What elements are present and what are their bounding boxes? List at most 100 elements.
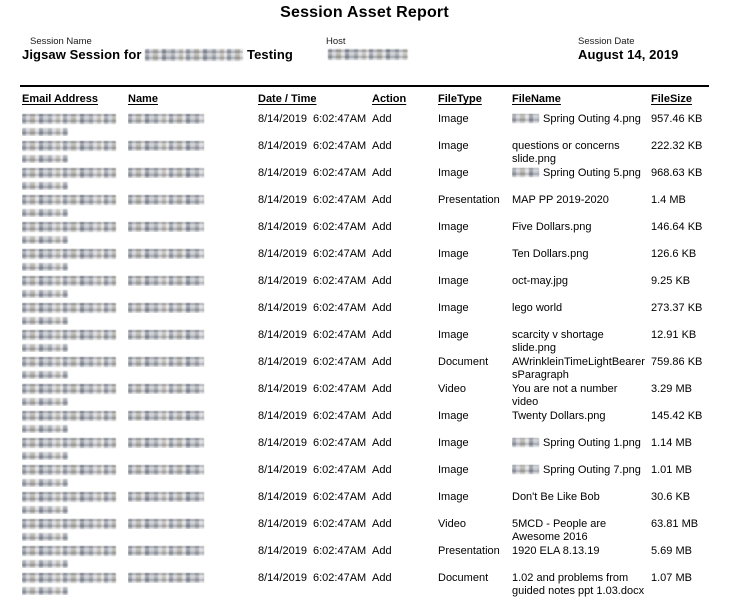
filesize-cell: 1.14 MB <box>651 437 692 449</box>
email-redacted-blur-line1 <box>22 141 116 151</box>
filetype-cell: Image <box>438 464 469 476</box>
filetype-cell: Image <box>438 275 469 287</box>
col-header-name: Name <box>128 93 158 105</box>
email-redacted-blur-line2 <box>22 290 68 298</box>
filesize-cell: 1.01 MB <box>651 464 692 476</box>
datetime-cell: 8/14/2019 6:02:47AM <box>258 221 372 234</box>
datetime-cell: 8/14/2019 6:02:47AM <box>258 140 372 153</box>
filename-cell: Spring Outing 5.png <box>512 167 651 180</box>
time-value: 6:02:47AM <box>313 356 367 368</box>
filename-text: Spring Outing 5.png <box>543 167 641 179</box>
email-cell <box>22 302 128 325</box>
time-value: 6:02:47AM <box>313 167 367 179</box>
filesize-cell: 9.25 KB <box>651 275 691 287</box>
email-redacted-blur-line2 <box>22 587 68 595</box>
email-redacted-blur-line1 <box>22 249 116 259</box>
email-redacted-blur-line1 <box>22 465 116 475</box>
date-value: 8/14/2019 <box>258 275 307 287</box>
filename-text: 5MCD - People are Awesome 2016 <box>512 518 607 543</box>
email-redacted-blur-line2 <box>22 182 68 190</box>
datetime-cell: 8/14/2019 6:02:47AM <box>258 275 372 288</box>
time-value: 6:02:47AM <box>313 275 367 287</box>
filesize-cell: 30.6 KB <box>651 491 691 503</box>
email-cell <box>22 464 128 487</box>
action-cell: Add <box>372 329 392 341</box>
filetype-cell: Image <box>438 113 469 125</box>
email-redacted-blur-line1 <box>22 222 116 232</box>
email-redacted-blur-line1 <box>22 330 116 340</box>
email-cell <box>22 329 128 352</box>
name-redacted-blur <box>128 438 204 448</box>
filename-text: questions or concerns slide.png <box>512 140 620 165</box>
table-row: 8/14/2019 6:02:47AM Add Image lego world … <box>22 301 719 328</box>
time-value: 6:02:47AM <box>313 302 367 314</box>
filesize-cell: 63.81 MB <box>651 518 699 530</box>
email-redacted-blur-line2 <box>22 236 68 244</box>
filename-cell: 1.02 and problems from guided notes ppt … <box>512 572 651 598</box>
action-cell: Add <box>372 491 392 503</box>
email-redacted-blur-line2 <box>22 560 68 568</box>
name-cell <box>128 113 258 124</box>
email-cell <box>22 221 128 244</box>
email-redacted-blur-line1 <box>22 276 116 286</box>
filetype-cell: Image <box>438 167 469 179</box>
name-redacted-blur <box>128 141 204 151</box>
name-redacted-blur <box>128 249 204 259</box>
date-value: 8/14/2019 <box>258 410 307 422</box>
email-cell <box>22 356 128 379</box>
email-cell <box>22 248 128 271</box>
datetime-cell: 8/14/2019 6:02:47AM <box>258 410 372 423</box>
filename-cell: questions or concerns slide.png <box>512 140 651 166</box>
host-redacted-blur <box>328 49 408 60</box>
email-cell <box>22 275 128 298</box>
time-value: 6:02:47AM <box>313 437 367 449</box>
table-row: 8/14/2019 6:02:47AM Add Image Spring Outi… <box>22 166 719 193</box>
email-redacted-blur-line2 <box>22 398 68 406</box>
col-header-filename: FileName <box>512 93 561 105</box>
filename-text: AWrinkleinTimeLightBearersParagraph <box>512 356 645 381</box>
filename-text: Spring Outing 7.png <box>543 464 641 476</box>
name-redacted-blur <box>128 222 204 232</box>
session-info: Session Name Jigsaw Session for Testing … <box>0 24 729 85</box>
table-row: 8/14/2019 6:02:47AM Add Video 5MCD - Peop… <box>22 517 719 544</box>
filetype-cell: Image <box>438 491 469 503</box>
email-redacted-blur-line1 <box>22 573 116 583</box>
time-value: 6:02:47AM <box>313 545 367 557</box>
filename-cell: oct-may.jpg <box>512 275 651 288</box>
session-date-label: Session Date <box>578 36 635 47</box>
datetime-cell: 8/14/2019 6:02:47AM <box>258 248 372 261</box>
time-value: 6:02:47AM <box>313 221 367 233</box>
filename-cell: MAP PP 2019-2020 <box>512 194 651 207</box>
filesize-cell: 5.69 MB <box>651 545 692 557</box>
date-value: 8/14/2019 <box>258 140 307 152</box>
name-cell <box>128 572 258 583</box>
email-redacted-blur-line1 <box>22 546 116 556</box>
filename-text: You are not a number video <box>512 383 618 408</box>
time-value: 6:02:47AM <box>313 194 367 206</box>
email-redacted-blur-line1 <box>22 438 116 448</box>
date-value: 8/14/2019 <box>258 437 307 449</box>
filesize-cell: 12.91 KB <box>651 329 697 341</box>
filesize-cell: 1.4 MB <box>651 194 686 206</box>
filesize-cell: 1.07 MB <box>651 572 692 584</box>
email-redacted-blur-line1 <box>22 303 116 313</box>
action-cell: Add <box>372 464 392 476</box>
name-redacted-blur <box>128 168 204 178</box>
col-header-email: Email Address <box>22 93 99 105</box>
email-redacted-blur-line2 <box>22 506 68 514</box>
filename-cell: Spring Outing 1.png <box>512 437 651 450</box>
email-redacted-blur-line1 <box>22 195 116 205</box>
filename-text: scarcity v shortage slide.png <box>512 329 604 354</box>
filetype-cell: Image <box>438 410 469 422</box>
page-title: Session Asset Report <box>280 4 449 21</box>
time-value: 6:02:47AM <box>313 383 367 395</box>
email-redacted-blur-line2 <box>22 425 68 433</box>
name-redacted-blur <box>128 195 204 205</box>
datetime-cell: 8/14/2019 6:02:47AM <box>258 572 372 585</box>
asset-table: Email Address Name Date / Time Action Fi… <box>22 93 719 598</box>
date-value: 8/14/2019 <box>258 248 307 260</box>
email-redacted-blur-line2 <box>22 371 68 379</box>
filename-text: Spring Outing 4.png <box>543 113 641 125</box>
header-divider <box>20 85 709 87</box>
email-cell <box>22 194 128 217</box>
